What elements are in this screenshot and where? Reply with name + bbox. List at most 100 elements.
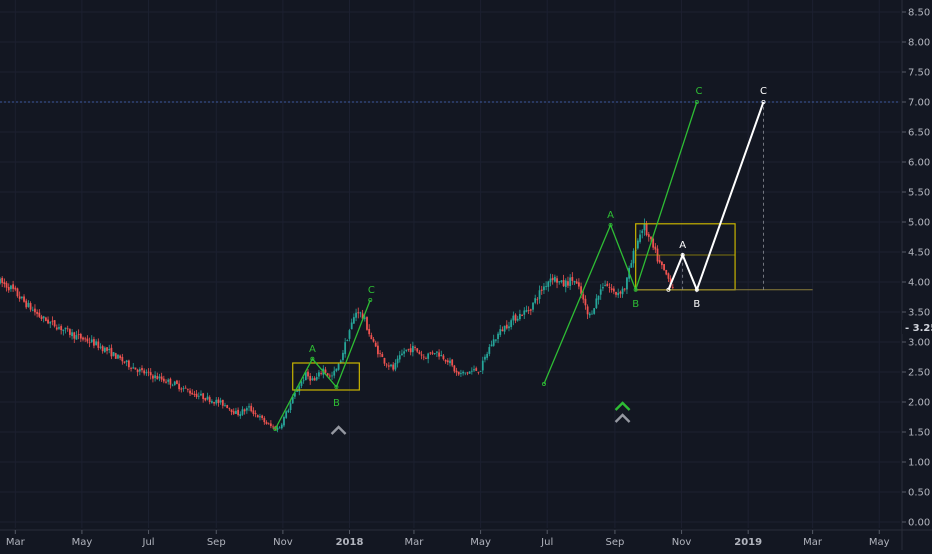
wave-line [667,101,765,293]
candle-body [355,312,357,318]
candle-body [219,400,222,403]
y-tick-label: 0.00 [908,518,930,529]
candle-body [431,352,434,354]
candle-body [324,369,327,373]
candle-body [416,348,419,352]
candle-body [248,406,250,408]
x-tick-label: Jul [540,537,553,548]
candle-body [232,411,235,414]
candle-body [512,315,515,321]
candle-body [387,365,390,367]
candle-body [438,352,440,357]
candle-body [626,277,628,290]
candle-body [560,280,563,283]
candle-body [350,322,353,330]
y-tick-label: 4.50 [908,248,930,259]
candle-body [12,284,15,289]
candle-body [69,329,71,335]
candle-body [527,310,530,312]
candle-body [259,416,261,418]
candle-body [132,367,135,369]
candle-body [313,378,316,381]
candle-body [300,381,303,386]
candle-body [64,327,67,330]
candle-body [108,348,111,351]
candle-body [497,333,499,340]
candle-body [357,312,360,314]
candle-body [14,287,17,290]
candle-body [582,294,585,300]
candle-body [267,423,270,425]
candle-body [660,261,663,266]
candle-body [31,309,34,311]
candle-body [256,415,259,418]
candle-body [610,288,613,291]
candle-body [182,388,185,390]
candle-body [103,347,106,352]
candle-body [617,292,620,296]
candle-body [40,316,43,320]
candle-body [5,283,8,288]
candle-body [178,383,181,390]
candle-body [374,342,377,347]
candle-body [385,364,388,366]
candle-body [90,339,93,343]
wave-point [694,100,699,105]
candle-body [88,342,91,344]
candle-body [141,368,143,371]
candle-body [377,345,379,355]
candle-body [501,329,504,332]
candle-body [309,375,312,381]
candle-body [215,399,218,404]
candle-body [184,387,187,389]
candle-body [667,273,670,279]
candle-body [171,385,174,387]
candle-body [58,327,60,329]
y-tick-label: 8.50 [908,8,930,19]
candle-body [18,296,21,299]
candle-body [173,381,176,385]
candle-body [647,234,650,237]
candle-body [444,359,447,362]
candle-body [623,288,626,290]
candle-body [372,339,375,342]
candle-body [573,280,576,283]
x-tick-label: Mar [405,537,425,548]
candle-body [269,423,272,427]
candle-body [503,325,506,332]
candle-body [62,329,65,332]
candle-body [149,372,152,376]
candle-body [318,372,320,377]
wave-label: B [632,299,639,310]
candle-body [584,298,587,306]
candle-body [422,356,425,358]
candle-body [280,424,283,429]
candle-body [287,410,290,413]
y-tick-label: 1.00 [908,458,930,469]
candle-body [435,351,438,353]
candle-body [567,281,569,286]
wave-point [608,222,613,227]
candle-body [134,367,137,370]
wave-label: B [333,398,340,409]
y-tick-label: 5.50 [908,188,930,199]
candle-body [486,353,489,358]
candle-body [494,339,497,341]
candle-body [490,344,493,347]
candle-body [160,376,163,380]
candle-body [425,358,427,360]
candle-body [0,278,1,284]
candle-body [291,396,294,404]
candle-body [250,405,253,412]
candle-body [304,372,307,381]
candle-body [591,313,593,315]
candle-body [217,399,220,404]
wave-point [694,287,699,292]
candle-body [226,405,229,409]
wave-point [334,384,339,389]
wave-label: C [368,285,375,296]
candle-body [606,283,609,287]
candle-body [228,408,231,410]
